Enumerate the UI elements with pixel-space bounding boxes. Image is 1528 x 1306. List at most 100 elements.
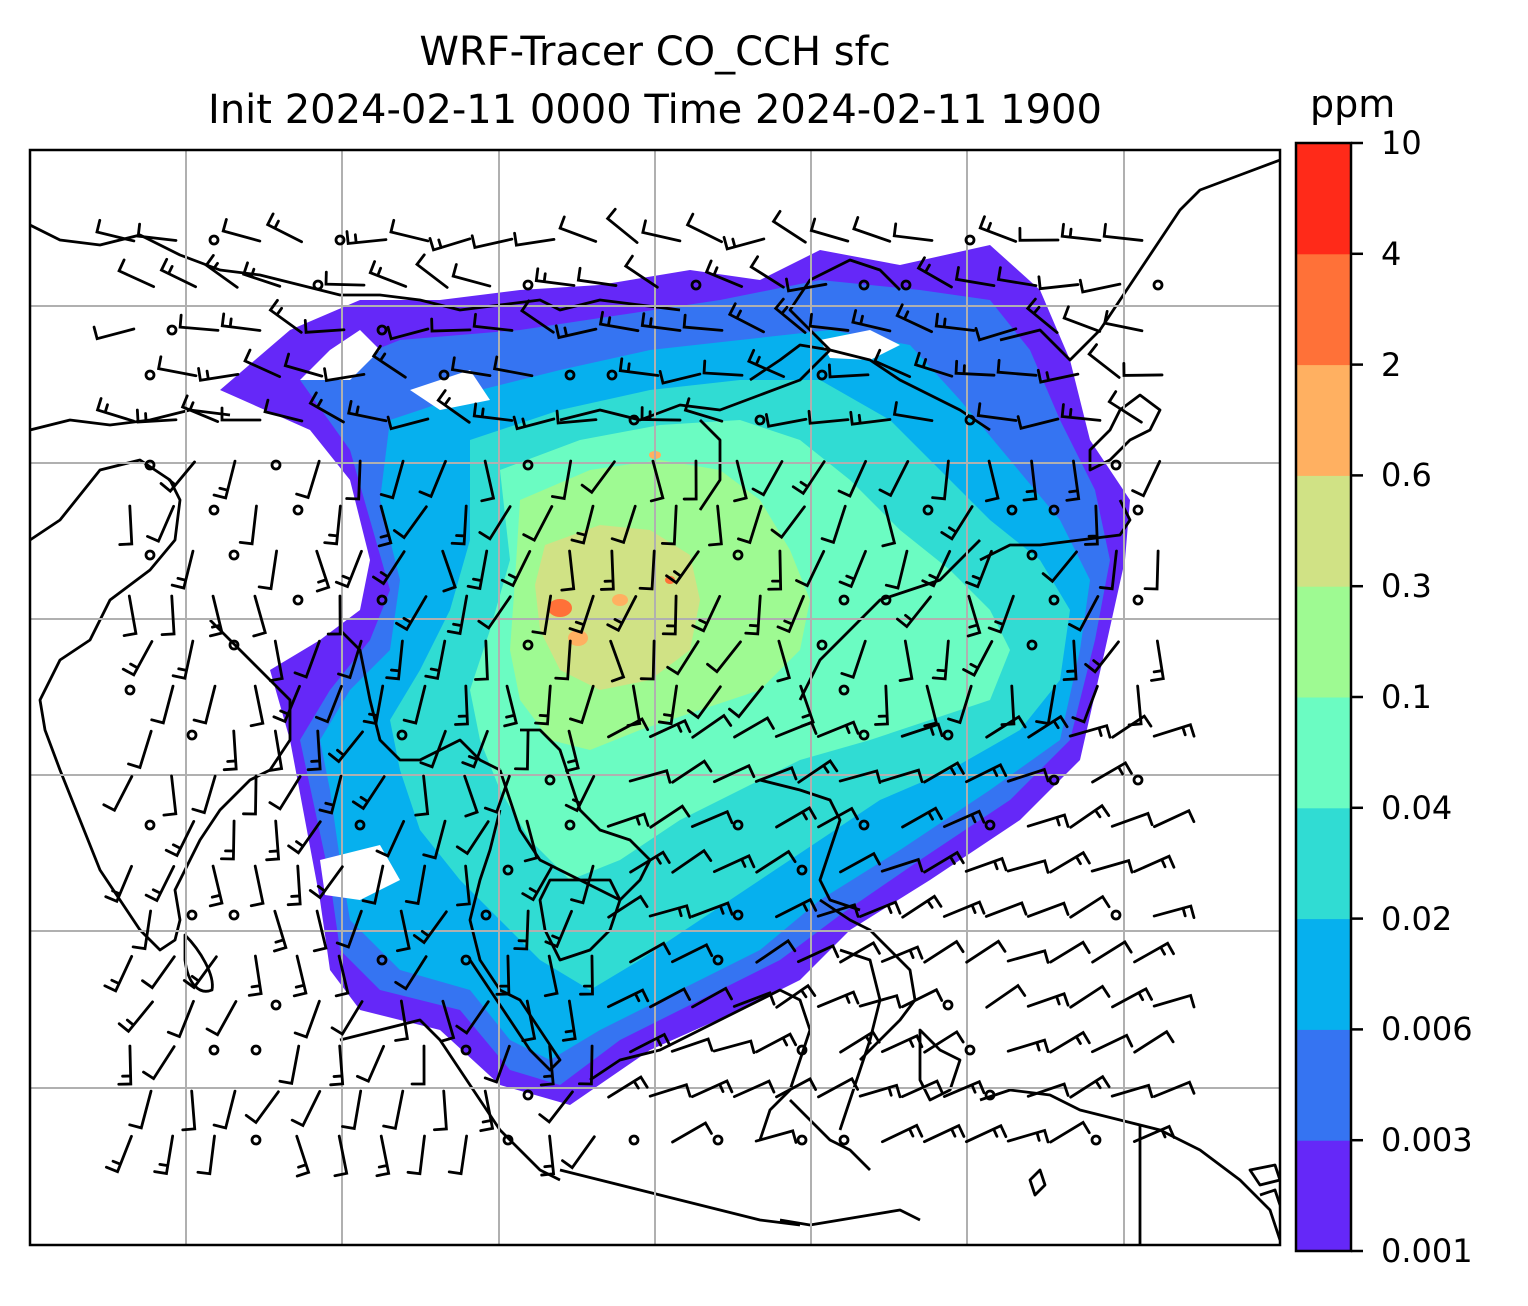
wind-barb <box>1041 550 1078 584</box>
wind-barb <box>755 849 797 874</box>
wind-barb <box>922 1123 966 1144</box>
wind-barb <box>1110 811 1154 828</box>
wind-barb <box>1022 459 1038 502</box>
wind-barb <box>191 774 217 815</box>
wind-barb <box>747 348 786 379</box>
wind-barb <box>733 459 748 503</box>
wind-barb <box>568 594 595 635</box>
wind-barb <box>333 1134 349 1178</box>
wind-barb <box>122 594 138 637</box>
wind-barb <box>104 1134 133 1174</box>
wind-barb <box>220 312 262 332</box>
calm-wind-marker <box>942 999 954 1011</box>
wind-barb <box>1068 723 1112 739</box>
wind-barb <box>513 909 530 951</box>
wind-barb <box>334 549 363 589</box>
calm-wind-marker <box>564 819 576 831</box>
colorbar-tick-label: 0.001 <box>1381 1232 1473 1270</box>
wind-barb <box>450 356 492 378</box>
calm-wind-marker <box>964 414 976 426</box>
wind-barb <box>312 909 328 953</box>
calm-wind-marker <box>376 594 388 606</box>
wind-barb <box>278 1044 301 1086</box>
wind-barb <box>580 460 616 495</box>
calm-wind-marker <box>228 549 240 561</box>
wind-barb <box>272 684 301 724</box>
wind-barb <box>241 261 282 288</box>
wind-barb <box>755 1032 798 1054</box>
wind-barb <box>221 218 262 243</box>
calm-wind-marker <box>1048 594 1060 606</box>
wind-barb <box>796 943 840 964</box>
wind-barb <box>394 999 409 1042</box>
wind-barb <box>197 367 240 382</box>
calm-wind-marker <box>144 819 156 831</box>
wind-barb <box>392 505 428 540</box>
calm-wind-marker <box>1006 504 1018 516</box>
map-panel <box>30 150 1280 1245</box>
calm-wind-marker <box>606 369 618 381</box>
calm-wind-marker <box>838 594 850 606</box>
wind-barb <box>1060 403 1102 422</box>
wind-barb <box>371 344 407 379</box>
wind-barb <box>540 1134 556 1177</box>
wind-barb <box>424 639 447 681</box>
wind-barb <box>606 812 650 828</box>
wind-barb <box>838 769 882 784</box>
colorbar-segment <box>1296 697 1351 809</box>
wind-barb <box>837 459 868 498</box>
wind-barb <box>691 986 733 1009</box>
wind-barb <box>858 1083 902 1099</box>
wind-barb <box>242 774 258 816</box>
wind-barb <box>441 549 457 593</box>
wind-barb <box>212 459 237 500</box>
wind-barb <box>776 639 792 683</box>
wind-barb <box>649 459 665 503</box>
wind-barb <box>1026 901 1070 918</box>
wind-barb <box>569 684 595 725</box>
wind-barb <box>330 1000 364 1036</box>
wind-barb <box>776 594 805 634</box>
wind-barb <box>931 459 950 501</box>
colorbar-tick-label: 0.003 <box>1381 1121 1473 1160</box>
wind-barb <box>136 222 178 242</box>
colorbar-segment <box>1296 1029 1351 1141</box>
wind-barb <box>923 684 939 728</box>
wind-barb <box>326 594 342 636</box>
wind-barb <box>895 303 934 334</box>
wind-barb <box>629 941 671 964</box>
wind-barb <box>386 325 430 341</box>
calm-wind-marker <box>732 819 744 831</box>
wind-barb <box>385 639 404 681</box>
wind-barb <box>268 729 284 772</box>
wind-barb <box>117 258 156 289</box>
wind-barb <box>1091 940 1133 964</box>
wind-barb <box>666 640 700 676</box>
wind-barb <box>808 312 850 332</box>
wind-barb <box>1111 986 1154 1009</box>
wind-barb <box>744 594 762 636</box>
wind-barb <box>531 594 553 636</box>
calm-wind-marker <box>796 1044 808 1056</box>
wind-barb <box>775 897 818 919</box>
wind-barb <box>618 357 660 377</box>
wind-barb <box>404 864 427 906</box>
wind-barb <box>538 1090 574 1124</box>
wind-barb <box>1090 858 1134 874</box>
wind-barb <box>892 401 934 423</box>
map-frame <box>28 148 1282 1247</box>
wind-barb <box>121 640 154 677</box>
colorbar-segment <box>1296 253 1351 366</box>
wind-barb <box>671 1121 713 1144</box>
wind-barb <box>775 983 817 1009</box>
wind-barb <box>691 594 722 633</box>
wind-barb <box>712 763 756 784</box>
wind-barb <box>389 218 430 243</box>
wind-barb <box>455 1000 490 1035</box>
wind-barb <box>461 729 489 769</box>
wind-barb <box>170 549 195 590</box>
wind-barb <box>447 1134 468 1176</box>
calm-wind-marker <box>522 459 534 471</box>
wind-barb <box>1006 859 1050 874</box>
calm-wind-marker <box>544 774 556 786</box>
